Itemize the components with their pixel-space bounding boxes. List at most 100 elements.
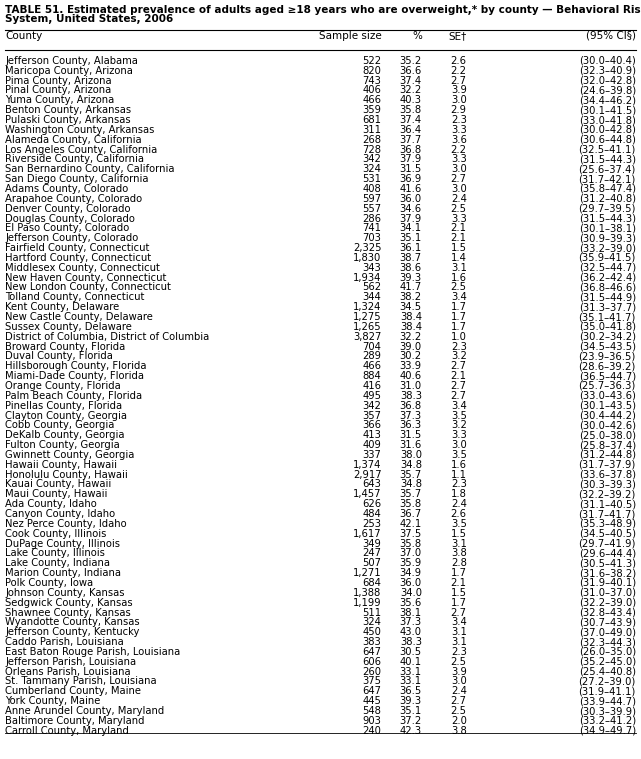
Text: Sample size: Sample size xyxy=(319,31,381,41)
Text: (33.6–37.8): (33.6–37.8) xyxy=(579,470,636,480)
Text: (25.4–40.8): (25.4–40.8) xyxy=(579,666,636,676)
Text: (31.1–40.5): (31.1–40.5) xyxy=(579,499,636,509)
Text: (26.0–35.0): (26.0–35.0) xyxy=(579,647,636,657)
Text: 2.2: 2.2 xyxy=(451,145,467,155)
Text: 34.9: 34.9 xyxy=(399,568,422,578)
Text: 2.4: 2.4 xyxy=(451,194,467,204)
Text: Los Angeles County, California: Los Angeles County, California xyxy=(5,145,158,155)
Text: (33.0–43.6): (33.0–43.6) xyxy=(579,391,636,401)
Text: 531: 531 xyxy=(362,174,381,184)
Text: 3.5: 3.5 xyxy=(451,519,467,529)
Text: 1,275: 1,275 xyxy=(353,312,381,322)
Text: 32.2: 32.2 xyxy=(399,332,422,342)
Text: 3.0: 3.0 xyxy=(451,184,467,194)
Text: System, United States, 2006: System, United States, 2006 xyxy=(5,14,173,24)
Text: East Baton Rouge Parish, Louisiana: East Baton Rouge Parish, Louisiana xyxy=(5,647,180,657)
Text: Jefferson Parish, Louisiana: Jefferson Parish, Louisiana xyxy=(5,657,137,667)
Text: (31.5–44.3): (31.5–44.3) xyxy=(579,213,636,224)
Text: 3.8: 3.8 xyxy=(451,726,467,735)
Text: 37.4: 37.4 xyxy=(399,76,422,86)
Text: 3.9: 3.9 xyxy=(451,86,467,96)
Text: 39.0: 39.0 xyxy=(399,342,422,351)
Text: 2.3: 2.3 xyxy=(451,115,467,125)
Text: (30.9–39.3): (30.9–39.3) xyxy=(579,233,636,243)
Text: 2.1: 2.1 xyxy=(451,233,467,243)
Text: Carroll County, Maryland: Carroll County, Maryland xyxy=(5,726,129,735)
Text: 35.8: 35.8 xyxy=(399,539,422,549)
Text: 2.5: 2.5 xyxy=(451,282,467,292)
Text: 357: 357 xyxy=(362,411,381,420)
Text: 240: 240 xyxy=(363,726,381,735)
Text: (36.8–46.6): (36.8–46.6) xyxy=(579,282,636,292)
Text: Fulton County, Georgia: Fulton County, Georgia xyxy=(5,440,120,450)
Text: Polk County, Iowa: Polk County, Iowa xyxy=(5,578,93,588)
Text: 3,827: 3,827 xyxy=(353,332,381,342)
Text: (31.7–37.9): (31.7–37.9) xyxy=(579,460,636,470)
Text: Maricopa County, Arizona: Maricopa County, Arizona xyxy=(5,66,133,76)
Text: 1.4: 1.4 xyxy=(451,253,467,263)
Text: 1.7: 1.7 xyxy=(451,302,467,312)
Text: New Haven County, Connecticut: New Haven County, Connecticut xyxy=(5,272,167,282)
Text: 820: 820 xyxy=(363,66,381,76)
Text: York County, Maine: York County, Maine xyxy=(5,696,101,706)
Text: 1.0: 1.0 xyxy=(451,332,467,342)
Text: 507: 507 xyxy=(362,559,381,568)
Text: Washington County, Arkansas: Washington County, Arkansas xyxy=(5,125,154,135)
Text: 38.6: 38.6 xyxy=(399,263,422,272)
Text: (35.3–48.9): (35.3–48.9) xyxy=(579,519,636,529)
Text: 3.1: 3.1 xyxy=(451,627,467,638)
Text: 703: 703 xyxy=(363,233,381,243)
Text: Kauai County, Hawaii: Kauai County, Hawaii xyxy=(5,480,112,490)
Text: (30.1–38.1): (30.1–38.1) xyxy=(579,223,636,233)
Text: (35.8–47.4): (35.8–47.4) xyxy=(579,184,636,194)
Text: Johnson County, Kansas: Johnson County, Kansas xyxy=(5,587,124,598)
Text: DeKalb County, Georgia: DeKalb County, Georgia xyxy=(5,430,124,440)
Text: 416: 416 xyxy=(362,381,381,391)
Text: 41.6: 41.6 xyxy=(399,184,422,194)
Text: (33.9–44.7): (33.9–44.7) xyxy=(579,696,636,706)
Text: 33.1: 33.1 xyxy=(399,666,422,676)
Text: 3.5: 3.5 xyxy=(451,411,467,420)
Text: Anne Arundel County, Maryland: Anne Arundel County, Maryland xyxy=(5,706,164,716)
Text: 1.6: 1.6 xyxy=(451,460,467,470)
Text: 704: 704 xyxy=(363,342,381,351)
Text: 450: 450 xyxy=(363,627,381,638)
Text: 2.1: 2.1 xyxy=(451,371,467,381)
Text: 647: 647 xyxy=(362,647,381,657)
Text: 2.8: 2.8 xyxy=(451,559,467,568)
Text: (34.9–49.7): (34.9–49.7) xyxy=(579,726,636,735)
Text: County: County xyxy=(5,31,42,41)
Text: 445: 445 xyxy=(363,696,381,706)
Text: (35.2–45.0): (35.2–45.0) xyxy=(579,657,636,667)
Text: (31.0–37.0): (31.0–37.0) xyxy=(579,587,636,598)
Text: 1,934: 1,934 xyxy=(353,272,381,282)
Text: 35.7: 35.7 xyxy=(399,470,422,480)
Text: (30.1–43.5): (30.1–43.5) xyxy=(579,401,636,411)
Text: 2.3: 2.3 xyxy=(451,647,467,657)
Text: (31.5–44.9): (31.5–44.9) xyxy=(579,292,636,302)
Text: 1.7: 1.7 xyxy=(451,568,467,578)
Text: 3.4: 3.4 xyxy=(451,292,467,302)
Text: 383: 383 xyxy=(363,637,381,647)
Text: 349: 349 xyxy=(363,539,381,549)
Text: Gwinnett County, Georgia: Gwinnett County, Georgia xyxy=(5,450,135,460)
Text: Miami-Dade County, Florida: Miami-Dade County, Florida xyxy=(5,371,144,381)
Text: (31.9–41.1): (31.9–41.1) xyxy=(579,686,636,696)
Text: (31.9–40.1): (31.9–40.1) xyxy=(579,578,636,588)
Text: Lake County, Indiana: Lake County, Indiana xyxy=(5,559,110,568)
Text: Honolulu County, Hawaii: Honolulu County, Hawaii xyxy=(5,470,128,480)
Text: 2.0: 2.0 xyxy=(451,716,467,726)
Text: 3.3: 3.3 xyxy=(451,430,467,440)
Text: Sedgwick County, Kansas: Sedgwick County, Kansas xyxy=(5,597,133,608)
Text: 342: 342 xyxy=(363,401,381,411)
Text: 548: 548 xyxy=(363,706,381,716)
Text: El Paso County, Colorado: El Paso County, Colorado xyxy=(5,223,129,233)
Text: 2.7: 2.7 xyxy=(451,607,467,618)
Text: 1.5: 1.5 xyxy=(451,587,467,598)
Text: 2.4: 2.4 xyxy=(451,499,467,509)
Text: Jefferson County, Kentucky: Jefferson County, Kentucky xyxy=(5,627,140,638)
Text: 2.7: 2.7 xyxy=(451,76,467,86)
Text: (32.0–42.8): (32.0–42.8) xyxy=(579,76,636,86)
Text: 37.2: 37.2 xyxy=(399,716,422,726)
Text: 522: 522 xyxy=(362,56,381,66)
